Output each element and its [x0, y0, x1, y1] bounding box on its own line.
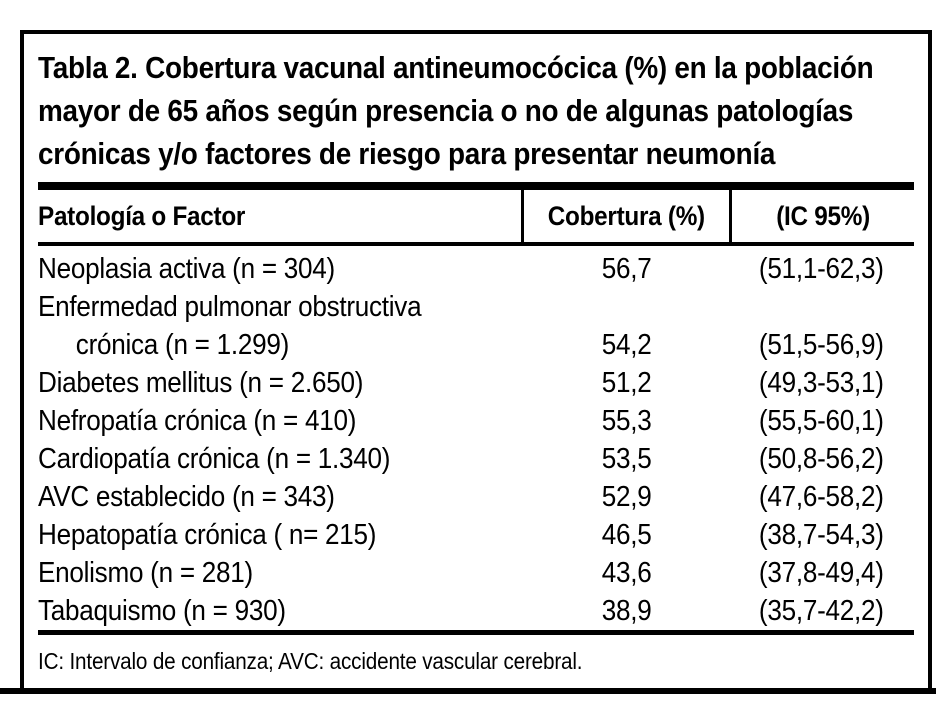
cell-patologia: Tabaquismo (n = 930) — [38, 594, 286, 627]
cell-cobertura: 54,2 — [601, 328, 652, 361]
cell-ic: (49,3-53,1) — [759, 366, 884, 399]
table-title-text: Tabla 2. Cobertura vacunal antineumocóci… — [38, 50, 874, 171]
cell-ic: (47,6-58,2) — [759, 480, 884, 513]
table-row: AVC establecido (n = 343) 52,9 (47,6-58,… — [38, 478, 914, 516]
cell-cobertura: 53,5 — [601, 442, 652, 475]
cell-cobertura: 52,9 — [601, 480, 652, 513]
column-header-patologia-label: Patología o Factor — [38, 200, 246, 231]
cell-cobertura: 55,3 — [601, 404, 652, 437]
table-row: crónica (n = 1.299) 54,2 (51,5-56,9) — [38, 326, 914, 364]
cell-cobertura: 56,7 — [601, 252, 652, 285]
cell-patologia: AVC establecido (n = 343) — [38, 480, 335, 513]
cell-cobertura: 38,9 — [601, 594, 652, 627]
cell-patologia: Diabetes mellitus (n = 2.650) — [38, 366, 364, 399]
cell-ic: (55,5-60,1) — [759, 404, 884, 437]
table-row: Hepatopatía crónica ( n= 215) 46,5 (38,7… — [38, 516, 914, 554]
table-row: Enfermedad pulmonar obstructiva — [38, 288, 914, 326]
cell-ic — [729, 291, 914, 324]
cell-cobertura — [524, 291, 729, 324]
cell-patologia: Neoplasia activa (n = 304) — [38, 252, 335, 285]
cell-patologia: Enfermedad pulmonar obstructiva — [38, 290, 422, 323]
table-footnote: IC: Intervalo de confianza; AVC: acciden… — [38, 648, 914, 675]
body-bottom-rule — [38, 630, 914, 635]
table-row: Diabetes mellitus (n = 2.650) 51,2 (49,3… — [38, 364, 914, 402]
table-row: Enolismo (n = 281) 43,6 (37,8-49,4) — [38, 554, 914, 592]
column-header-patologia: Patología o Factor — [38, 190, 521, 242]
cell-ic: (51,5-56,9) — [759, 328, 884, 361]
column-divider-2 — [729, 190, 732, 242]
table-row: Cardiopatía crónica (n = 1.340) 53,5 (50… — [38, 440, 914, 478]
table-row: Nefropatía crónica (n = 410) 55,3 (55,5-… — [38, 402, 914, 440]
table-row: Neoplasia activa (n = 304) 56,7 (51,1-62… — [38, 250, 914, 288]
cell-ic: (35,7-42,2) — [759, 594, 884, 627]
cell-patologia: Hepatopatía crónica ( n= 215) — [38, 518, 377, 551]
column-header-cobertura-label: Cobertura (%) — [547, 200, 706, 231]
cell-ic: (38,7-54,3) — [759, 518, 884, 551]
cell-patologia: Enolismo (n = 281) — [38, 556, 253, 589]
cell-patologia: Cardiopatía crónica (n = 1.340) — [38, 442, 391, 475]
column-header-ic: (IC 95%) — [732, 190, 914, 242]
cell-patologia: crónica (n = 1.299) — [75, 328, 290, 361]
header-separator-rule — [38, 242, 914, 246]
cell-ic: (50,8-56,2) — [759, 442, 884, 475]
cell-cobertura: 43,6 — [601, 556, 652, 589]
cell-ic: (37,8-49,4) — [759, 556, 884, 589]
column-header-cobertura: Cobertura (%) — [524, 190, 729, 242]
table-2-box: Tabla 2. Cobertura vacunal antineumocóci… — [20, 30, 932, 692]
column-divider-1 — [521, 190, 524, 242]
cell-patologia: Nefropatía crónica (n = 410) — [38, 404, 357, 437]
cell-ic: (51,1-62,3) — [759, 252, 884, 285]
table-row: Tabaquismo (n = 930) 38,9 (35,7-42,2) — [38, 592, 914, 630]
table-header-row: Patología o Factor Cobertura (%) (IC 95%… — [38, 190, 914, 242]
cell-cobertura: 46,5 — [601, 518, 652, 551]
bottom-page-rule — [0, 688, 936, 694]
table-body: Neoplasia activa (n = 304) 56,7 (51,1-62… — [38, 250, 914, 630]
cell-cobertura: 51,2 — [601, 366, 652, 399]
title-separator-rule — [38, 182, 914, 190]
column-header-ic-label: (IC 95%) — [776, 200, 870, 231]
table-footnote-text: IC: Intervalo de confianza; AVC: acciden… — [38, 648, 583, 674]
table-title: Tabla 2. Cobertura vacunal antineumocóci… — [38, 46, 914, 175]
